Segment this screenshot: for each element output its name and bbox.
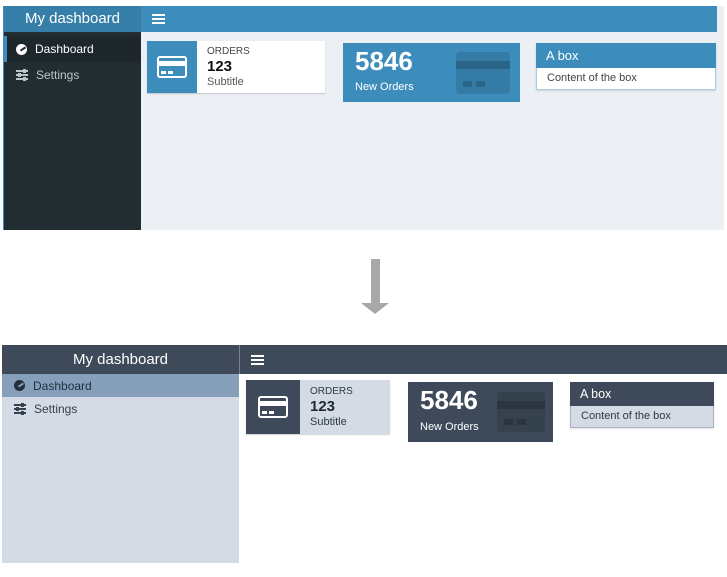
- widget-new-orders: 5846 New Orders: [343, 43, 520, 102]
- credit-card-icon: [147, 41, 197, 93]
- transition-arrow-down: [361, 259, 390, 314]
- info-box-label: ORDERS: [310, 386, 353, 397]
- top-navbar: [141, 6, 717, 32]
- widget-label: New Orders: [355, 81, 414, 93]
- credit-card-ghost-icon: [456, 52, 510, 94]
- gauge-icon: [14, 380, 25, 391]
- arrow-head: [361, 303, 389, 314]
- sliders-icon: [14, 402, 26, 414]
- info-box-number: 123: [207, 58, 233, 75]
- widget-label: New Orders: [420, 421, 479, 433]
- sidebar: My dashboard Dashboard Settings: [3, 6, 141, 230]
- sidebar-brand[interactable]: My dashboard: [4, 6, 141, 32]
- info-box-text: ORDERS 123 Subtitle: [300, 380, 390, 434]
- sidebar-item-label: Settings: [34, 401, 78, 416]
- sidebar-item-label: Dashboard: [33, 378, 92, 393]
- box-content: Content of the box: [570, 406, 714, 428]
- info-box-label: ORDERS: [207, 46, 250, 57]
- box-title: A box: [536, 43, 716, 68]
- hamburger-menu-icon[interactable]: [152, 12, 165, 26]
- arrow-shaft: [371, 259, 380, 303]
- widget-new-orders: 5846 New Orders: [408, 382, 553, 442]
- info-box-text: ORDERS 123 Subtitle: [197, 41, 325, 93]
- credit-card-ghost-icon: [497, 392, 545, 432]
- box-content: Content of the box: [536, 68, 716, 90]
- sidebar-item-label: Dashboard: [35, 42, 94, 56]
- sidebar-item-label: Settings: [36, 68, 80, 82]
- widget-number: 5846: [420, 385, 478, 415]
- sliders-icon: [16, 69, 28, 80]
- sidebar-item-settings[interactable]: Settings: [2, 397, 239, 420]
- box-title: A box: [570, 382, 714, 406]
- a-box: A box Content of the box: [536, 43, 716, 90]
- top-navbar: [239, 345, 727, 374]
- sidebar: My dashboard Dashboard Settings: [2, 345, 239, 563]
- info-box-subtitle: Subtitle: [310, 416, 347, 428]
- hamburger-menu-icon[interactable]: [251, 353, 264, 367]
- gauge-icon: [16, 43, 27, 55]
- sidebar-item-dashboard[interactable]: Dashboard: [2, 374, 239, 397]
- info-box-orders: ORDERS 123 Subtitle: [246, 380, 390, 434]
- a-box: A box Content of the box: [570, 382, 714, 428]
- dashboard-screenshot-light-theme: My dashboard Dashboard Settings ORDERS 1…: [3, 6, 724, 230]
- sidebar-item-settings[interactable]: Settings: [4, 62, 141, 88]
- info-box-orders: ORDERS 123 Subtitle: [147, 41, 325, 93]
- dashboard-screenshot-dark-theme: My dashboard Dashboard Settings ORDERS 1…: [2, 345, 727, 563]
- sidebar-menu: Dashboard Settings: [2, 374, 239, 420]
- credit-card-icon: [246, 380, 300, 434]
- info-box-number: 123: [310, 398, 336, 415]
- info-box-subtitle: Subtitle: [207, 76, 244, 88]
- sidebar-menu: Dashboard Settings: [4, 32, 141, 88]
- sidebar-brand[interactable]: My dashboard: [2, 345, 239, 374]
- widget-number: 5846: [355, 46, 413, 76]
- sidebar-item-dashboard[interactable]: Dashboard: [4, 36, 141, 62]
